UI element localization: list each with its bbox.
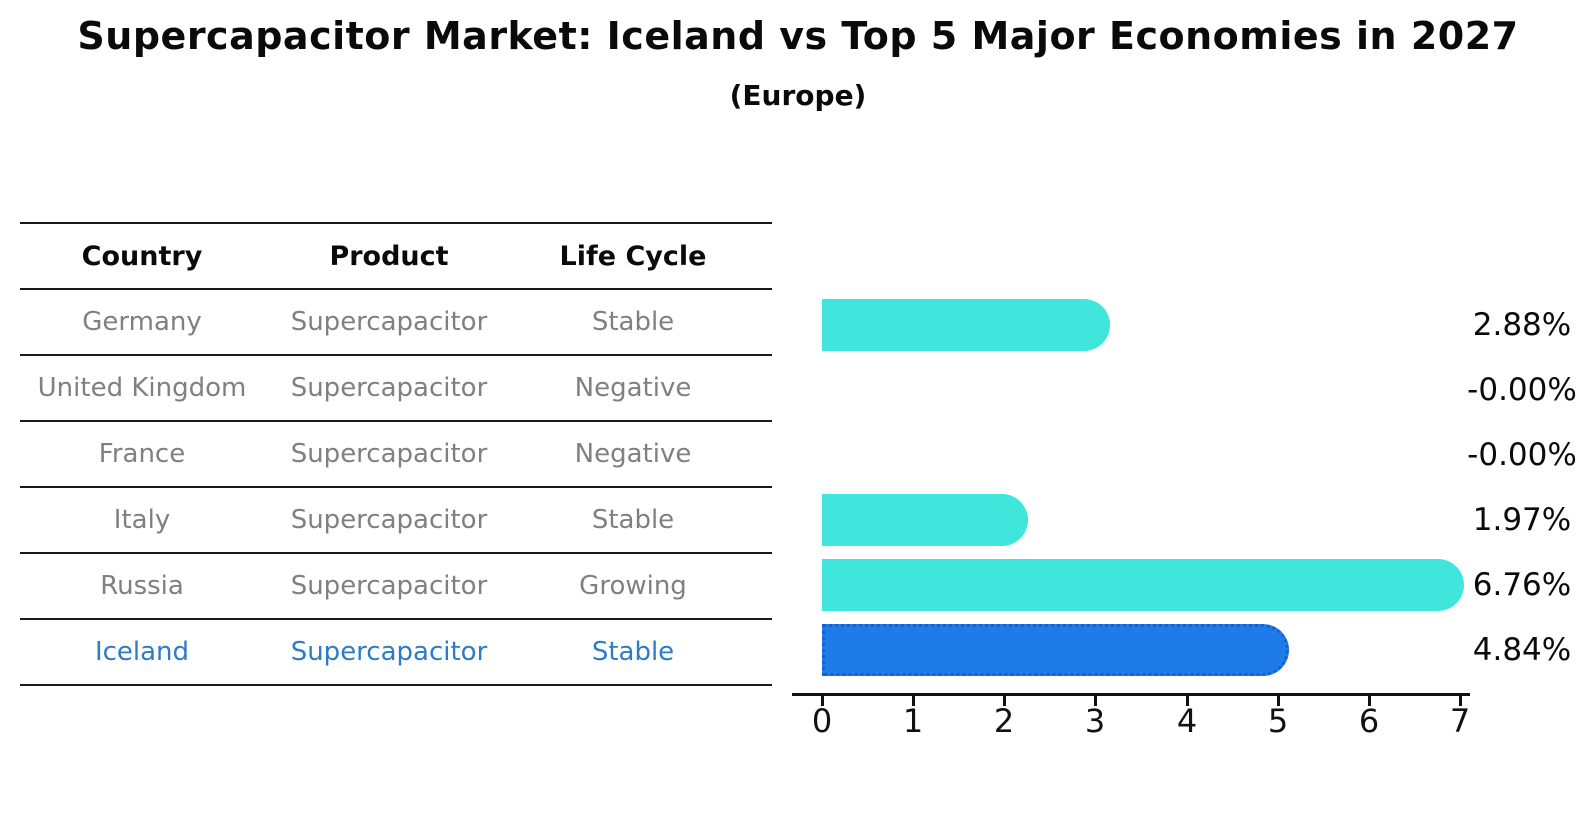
value-label-united-kingdom: -0.00% (1467, 372, 1577, 408)
x-axis-tick-label: 7 (1449, 702, 1471, 740)
x-axis-tick (1459, 696, 1462, 706)
x-axis-tick-label: 6 (1358, 702, 1380, 740)
bar-iceland (822, 624, 1290, 676)
x-axis-tick-label: 4 (1176, 702, 1198, 740)
x-axis-tick (1003, 696, 1006, 706)
x-axis-tick-label: 1 (902, 702, 924, 740)
x-axis-tick (1094, 696, 1097, 706)
value-label-france: -0.00% (1467, 437, 1577, 473)
bar-germany (822, 299, 1111, 351)
table-row-germany: Germany Supercapacitor Stable (20, 290, 772, 356)
product-cell: Supercapacitor (290, 439, 488, 469)
x-axis-tick (1186, 696, 1189, 706)
x-axis-tick (912, 696, 915, 706)
life-cycle-cell: Stable (591, 505, 675, 535)
table-row-iceland: Iceland Supercapacitor Stable (20, 620, 772, 686)
life-cycle-cell: Stable (591, 637, 675, 667)
x-axis-tick (1277, 696, 1280, 706)
country-cell: Russia (100, 571, 184, 601)
value-label-iceland: 4.84% (1472, 632, 1572, 668)
x-axis-line (792, 693, 1470, 696)
country-cell: United Kingdom (37, 373, 247, 403)
table-header-row: Country Product Life Cycle (20, 224, 772, 290)
x-axis-tick-label: 5 (1267, 702, 1289, 740)
product-cell: Supercapacitor (290, 373, 488, 403)
product-cell: Supercapacitor (290, 637, 488, 667)
table-row-italy: Italy Supercapacitor Stable (20, 488, 772, 554)
x-axis-tick (1368, 696, 1371, 706)
chart-title: Supercapacitor Market: Iceland vs Top 5 … (77, 14, 1519, 58)
value-label-italy: 1.97% (1472, 502, 1572, 538)
table-row-united-kingdom: United Kingdom Supercapacitor Negative (20, 356, 772, 422)
life-cycle-cell: Negative (574, 439, 692, 469)
chart-subtitle: (Europe) (729, 79, 867, 112)
value-label-germany: 2.88% (1472, 307, 1572, 343)
country-table: Country Product Life Cycle Germany Super… (20, 222, 772, 686)
x-axis-tick-label: 2 (993, 702, 1015, 740)
header-product: Product (329, 240, 449, 272)
country-cell: Germany (82, 307, 202, 337)
country-cell: Iceland (94, 637, 190, 667)
table-row-russia: Russia Supercapacitor Growing (20, 554, 772, 620)
product-cell: Supercapacitor (290, 505, 488, 535)
life-cycle-cell: Negative (574, 373, 692, 403)
country-cell: France (98, 439, 186, 469)
table-row-france: France Supercapacitor Negative (20, 422, 772, 488)
x-axis-tick-label: 3 (1084, 702, 1106, 740)
header-country: Country (81, 240, 203, 272)
life-cycle-cell: Growing (579, 571, 687, 601)
bar-italy (822, 494, 1028, 546)
x-axis-tick-label: 0 (811, 702, 833, 740)
x-axis-tick (821, 696, 824, 706)
product-cell: Supercapacitor (290, 571, 488, 601)
country-cell: Italy (113, 505, 171, 535)
bar-russia (822, 559, 1465, 611)
header-life-cycle: Life Cycle (559, 240, 707, 272)
value-label-russia: 6.76% (1472, 567, 1572, 603)
life-cycle-cell: Stable (591, 307, 675, 337)
product-cell: Supercapacitor (290, 307, 488, 337)
